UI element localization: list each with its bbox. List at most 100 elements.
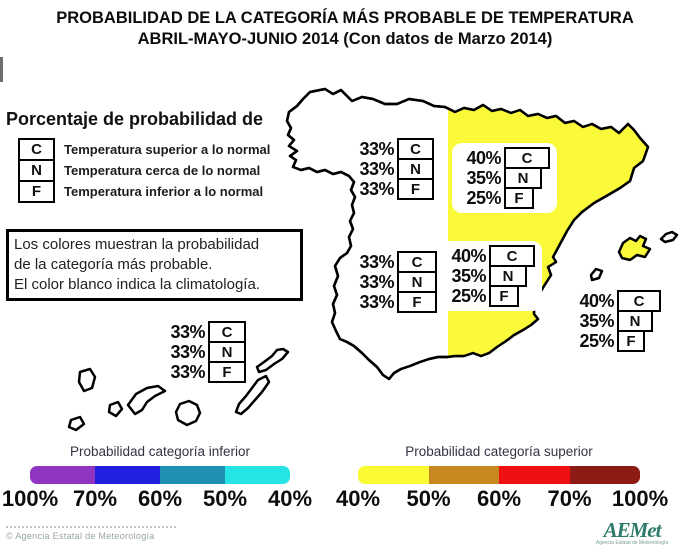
scale-tick-labels: 100% 70% 60% 50% 40% [2,486,312,512]
color-scale-inferior: Probabilidad categoría inferior 100% 70% 60… [2,444,312,512]
probability-percent: 25% [451,285,486,306]
category-box-n: N [504,167,542,189]
legend-item-inferior: F Temperatura inferior a lo normal [18,180,270,203]
category-box-n: N [617,310,653,332]
category-f-label: Temperatura inferior a lo normal [64,184,264,199]
probability-row: 40% C [572,290,661,312]
scale-tick-label: 70% [547,486,592,511]
category-box-c: C [397,138,434,160]
scale-tick-label: 40% [267,486,313,511]
scale-segment [95,466,160,484]
probability-group-northeast: 40% C 35% N 25% F [452,143,557,213]
category-box-f: F [208,361,246,383]
category-box-c: C [504,147,550,169]
footer-copyright-area: © Agencia Estatal de Meteorología [6,526,176,541]
probability-row: 33% F [163,361,246,383]
scale-tick-label: 70% [72,486,118,511]
probability-row: 33% N [352,271,437,293]
probability-row: 33% N [352,158,434,180]
scale-segment [499,466,570,484]
scan-artifact [0,57,3,82]
probability-percent: 25% [466,187,501,208]
probability-row: 35% N [572,310,653,332]
legend-category-list: C Temperatura superior a lo normal N Tem… [18,138,270,203]
probability-percent: 33% [170,361,205,382]
category-box-f: F [489,285,519,307]
note-line-3: El color blanco indica la climatología. [14,276,260,293]
probability-row: 33% C [352,138,434,160]
copyright-text: © Agencia Estatal de Meteorología [6,531,155,541]
probability-group-northwest: 33% C 33% N 33% F [352,138,434,200]
ibiza-island [589,267,604,282]
probability-group-canary: 33% C 33% N 33% F [163,321,246,383]
gran-canaria-island [174,399,202,427]
probability-percent: 33% [359,271,394,292]
probability-row: 25% F [444,285,519,307]
scale-color-bar [358,466,640,484]
probability-percent: 40% [579,290,614,311]
page-title: PROBABILIDAD DE LA CATEGORÍA MÁS PROBABL… [0,8,690,50]
probability-row: 33% C [352,251,437,273]
el-hierro-island [67,415,86,432]
scale-tick-label: 100% [611,486,669,511]
probability-percent: 40% [451,245,486,266]
color-scale-superior: Probabilidad categoría superior 40% 50% 60%… [336,444,668,512]
scale-segment [225,466,290,484]
probability-percent: 35% [451,265,486,286]
probability-row: 35% N [444,265,527,287]
probability-row: 33% F [352,178,434,200]
category-box-c: C [617,290,661,312]
probability-group-southwest: 33% C 33% N 33% F [352,251,437,313]
category-c-label: Temperatura superior a lo normal [64,142,271,157]
category-f-box: F [18,180,55,203]
scale-color-bar [30,466,290,484]
mallorca-island [617,234,652,262]
title-line-2: ABRIL-MAYO-JUNIO 2014 (Con datos de Marz… [137,30,553,48]
category-box-f: F [397,178,434,200]
category-box-c: C [397,251,437,273]
probability-percent: 35% [466,167,501,188]
probability-row: 33% N [163,341,246,363]
la-palma-island [77,367,97,393]
probability-row: 25% F [459,187,534,209]
category-box-n: N [208,341,246,363]
scale-tick-label: 40% [335,486,381,511]
la-gomera-island [107,400,124,418]
fuerteventura-island [234,374,271,416]
lanzarote-island [255,347,290,374]
aemet-logo-text: AEMet [603,518,662,542]
probability-row: 25% F [572,330,645,352]
probability-percent: 25% [579,330,614,351]
tenerife-island [126,384,167,416]
probability-row: 33% F [352,291,437,313]
category-box-n: N [397,158,434,180]
scale-title: Probabilidad categoría superior [405,444,593,459]
note-line-2: de la categoría más probable. [14,256,213,273]
title-line-1: PROBABILIDAD DE LA CATEGORÍA MÁS PROBABL… [56,9,634,27]
probability-percent: 33% [359,291,394,312]
peninsula-outline [285,87,650,381]
category-box-f: F [397,291,437,313]
scale-tick-label: 50% [202,486,248,511]
scale-segment [358,466,429,484]
scale-tick-label: 60% [476,486,522,511]
category-box-f: F [617,330,645,352]
probability-percent: 33% [359,158,394,179]
canary-islands [67,347,290,432]
probability-percent: 40% [466,147,501,168]
probability-percent: 35% [579,310,614,331]
probability-row: 40% C [444,245,535,267]
probability-row: 33% C [163,321,246,343]
scale-tick-label: 60% [137,486,183,511]
note-line-1: Los colores muestran la probabilidad [14,236,260,253]
category-n-label: Temperatura cerca de lo normal [64,163,261,178]
category-box-c: C [489,245,535,267]
aemet-logo: AEMet Agencia Estatal de Meteorología [594,519,670,546]
probability-percent: 33% [359,251,394,272]
aemet-logo-tagline: Agencia Estatal de Meteorología [595,540,669,546]
category-box-f: F [504,187,534,209]
scale-tick-label: 100% [1,486,59,511]
menorca-island [659,230,679,244]
